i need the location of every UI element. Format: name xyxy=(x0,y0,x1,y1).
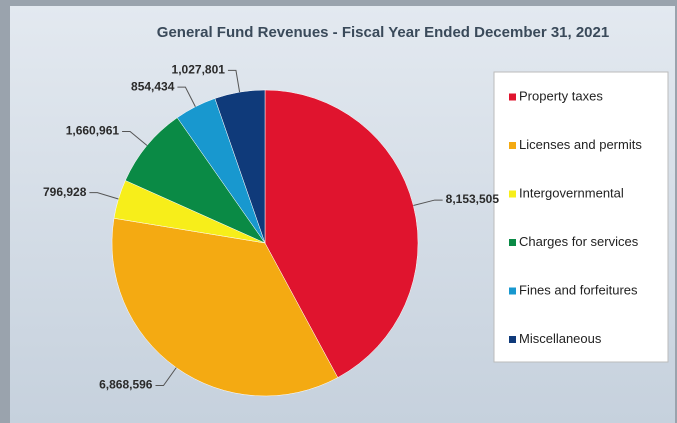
data-label: 8,153,505 xyxy=(446,192,500,206)
data-label: 1,027,801 xyxy=(172,63,226,77)
data-label: 854,434 xyxy=(131,79,175,93)
legend-label: Charges for services xyxy=(519,234,639,249)
legend-swatch xyxy=(509,287,516,295)
leader-line xyxy=(227,69,241,93)
pie-slice xyxy=(125,117,266,244)
legend-label: Licenses and permits xyxy=(519,137,642,152)
leader-line xyxy=(89,192,119,200)
legend-swatch xyxy=(509,190,516,198)
legend-label: Fines and forfeitures xyxy=(519,282,638,297)
chart-title: General Fund Revenues - Fiscal Year Ende… xyxy=(157,24,609,41)
data-label: 6,868,596 xyxy=(99,378,153,392)
leader-line xyxy=(413,199,443,206)
legend-swatch xyxy=(509,239,516,246)
legend-label: Property taxes xyxy=(519,88,603,103)
legend-swatch xyxy=(509,336,516,343)
legend-swatch xyxy=(509,93,516,101)
leader-line xyxy=(155,367,177,387)
data-label: 796,928 xyxy=(43,185,87,199)
legend-box xyxy=(493,71,669,363)
legend-label: Intergovernmental xyxy=(519,185,624,200)
leader-line xyxy=(177,86,196,107)
leader-line xyxy=(122,131,148,146)
legend-swatch xyxy=(509,142,516,149)
pie-slice xyxy=(214,89,266,244)
data-label: 1,660,961 xyxy=(66,124,120,138)
legend-label: Miscellaneous xyxy=(519,331,602,346)
